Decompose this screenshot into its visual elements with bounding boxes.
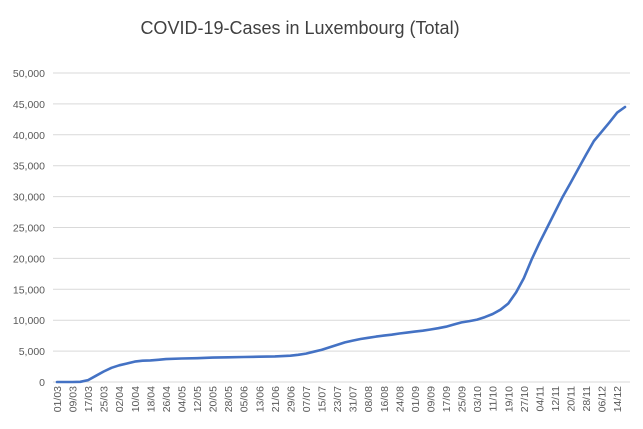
x-tick-label: 23/07 — [332, 386, 344, 412]
gridlines — [53, 72, 630, 383]
x-tick-label: 16/08 — [379, 386, 391, 412]
x-tick-label: 14/12 — [612, 386, 624, 412]
y-tick-label: 0 — [39, 377, 45, 389]
x-tick-label: 20/05 — [208, 386, 220, 412]
x-tick-label: 28/05 — [223, 386, 235, 412]
x-tick-label: 17/09 — [441, 386, 453, 412]
x-tick-label: 05/06 — [239, 386, 251, 412]
x-tick-label: 15/07 — [317, 386, 329, 412]
x-tick-label: 09/03 — [68, 386, 80, 412]
x-tick-label: 01/03 — [52, 386, 64, 412]
x-tick-label: 20/11 — [566, 386, 578, 412]
x-tick-label: 02/04 — [114, 386, 126, 412]
y-tick-label: 35,000 — [13, 161, 45, 173]
x-tick-label: 09/09 — [425, 386, 437, 412]
x-tick-label: 25/03 — [99, 386, 111, 412]
x-tick-label: 26/04 — [161, 386, 173, 412]
y-tick-label: 45,000 — [13, 99, 45, 111]
y-tick-label: 40,000 — [13, 130, 45, 142]
y-tick-label: 30,000 — [13, 192, 45, 204]
x-axis-tick-labels: 01/03 09/03 17/03 25/03 02/04 10/04 18/04 26/04… — [52, 386, 624, 412]
x-tick-label: 25/09 — [457, 386, 469, 412]
y-tick-label: 20,000 — [13, 253, 45, 265]
chart-title: COVID-19-Cases in Luxembourg (Total) — [140, 18, 459, 38]
x-tick-label: 03/10 — [472, 386, 484, 412]
x-tick-label: 13/06 — [254, 386, 266, 412]
x-tick-label: 04/11 — [534, 386, 546, 412]
x-tick-label: 29/06 — [285, 386, 297, 412]
x-tick-label: 12/05 — [192, 386, 204, 412]
x-tick-label: 24/08 — [394, 386, 406, 412]
y-tick-label: 25,000 — [13, 223, 45, 235]
x-tick-label: 01/09 — [410, 386, 422, 412]
x-tick-label: 19/10 — [503, 386, 515, 412]
x-tick-label: 06/12 — [597, 386, 609, 412]
y-tick-label: 10,000 — [13, 315, 45, 327]
y-tick-label: 15,000 — [13, 284, 45, 296]
x-tick-label: 12/11 — [550, 386, 562, 412]
x-tick-label: 28/11 — [581, 386, 593, 412]
x-tick-label: 18/04 — [145, 386, 157, 412]
x-tick-label: 27/10 — [519, 386, 531, 412]
y-axis-tick-labels: 0 5,000 10,000 15,000 20,000 25,000 30,000 35,0… — [13, 68, 45, 389]
x-tick-label: 07/07 — [301, 386, 313, 412]
x-tick-label: 21/06 — [270, 386, 282, 412]
y-tick-label: 50,000 — [13, 68, 45, 80]
series-line — [55, 105, 627, 384]
x-tick-label: 31/07 — [348, 386, 360, 412]
x-tick-label: 17/03 — [83, 386, 95, 412]
x-tick-label: 10/04 — [130, 386, 142, 412]
y-tick-label: 5,000 — [19, 346, 45, 358]
x-tick-label: 11/10 — [488, 386, 500, 412]
x-tick-label: 04/05 — [176, 386, 188, 412]
x-tick-label: 08/08 — [363, 386, 375, 412]
